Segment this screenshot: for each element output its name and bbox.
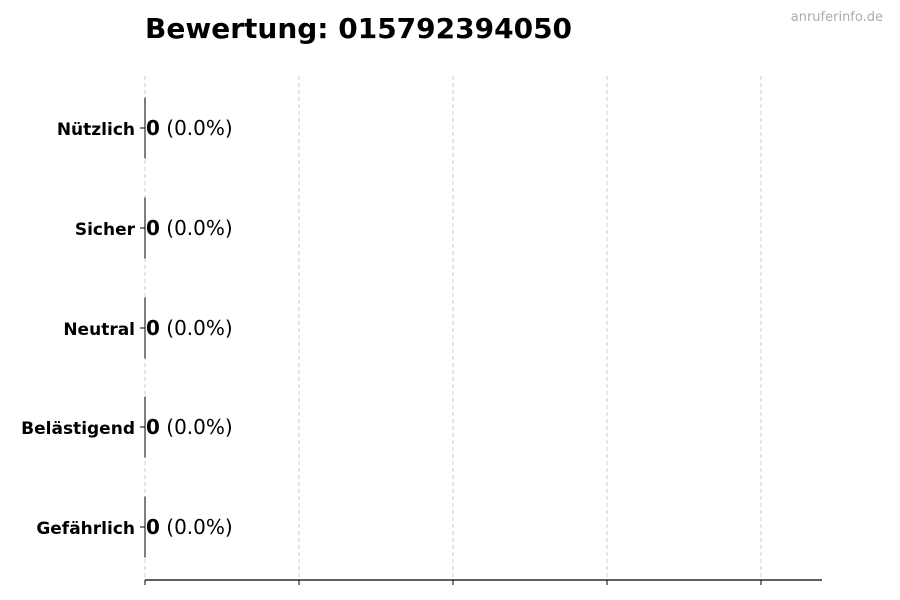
y-tick-label: Belästigend: [21, 419, 135, 439]
data-label: 0 (0.0%): [146, 316, 233, 340]
data-label-percent: (0.0%): [160, 415, 233, 439]
watermark: anruferinfo.de: [790, 10, 883, 25]
data-label-count: 0: [146, 116, 160, 140]
y-tick-label: Gefährlich: [36, 519, 135, 539]
y-tick-label: Sicher: [75, 220, 136, 240]
data-label-count: 0: [146, 216, 160, 240]
data-label-percent: (0.0%): [160, 216, 233, 240]
data-label: 0 (0.0%): [146, 116, 233, 140]
data-label: 0 (0.0%): [146, 415, 233, 439]
data-label: 0 (0.0%): [146, 515, 233, 539]
y-tick-label: Neutral: [63, 320, 135, 340]
chart-title: Bewertung: 015792394050: [145, 12, 573, 45]
data-label-percent: (0.0%): [160, 515, 233, 539]
data-label-count: 0: [146, 515, 160, 539]
data-label-percent: (0.0%): [160, 316, 233, 340]
data-label-percent: (0.0%): [160, 116, 233, 140]
data-label: 0 (0.0%): [146, 216, 233, 240]
data-label-count: 0: [146, 415, 160, 439]
y-tick-label: Nützlich: [57, 120, 135, 140]
data-label-count: 0: [146, 316, 160, 340]
